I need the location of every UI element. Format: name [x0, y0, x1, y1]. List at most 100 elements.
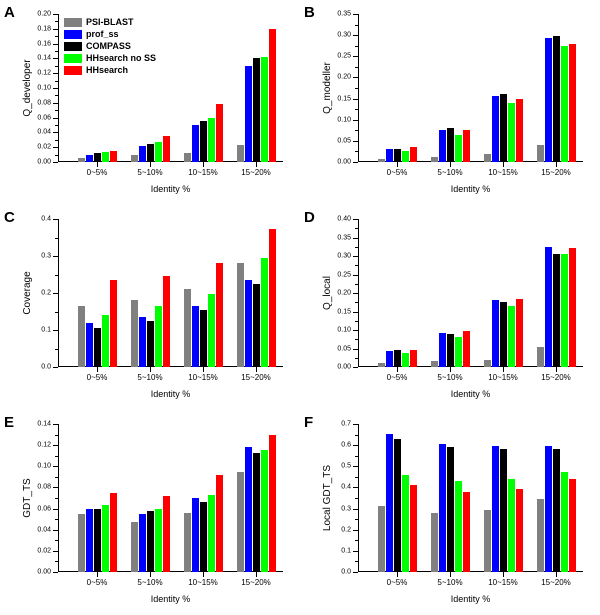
x-axis-label: Identity %: [451, 184, 491, 194]
bar: [155, 142, 162, 162]
bar: [545, 446, 552, 572]
bar: [102, 505, 109, 572]
y-tick: [53, 219, 58, 220]
bar: [439, 333, 446, 367]
legend: PSI-BLASTprof_ssCOMPASSHHsearch no SSHHs…: [64, 16, 156, 76]
x-axis-label: Identity %: [151, 184, 191, 194]
x-tick-label: 5~10%: [137, 168, 162, 177]
y-tick: [353, 77, 358, 78]
y-minor-tick: [355, 25, 358, 26]
bar: [516, 489, 523, 573]
bar: [102, 152, 109, 162]
bar: [147, 511, 154, 572]
panel-f: F0.00.10.20.30.40.50.60.70~5%5~10%10~15%…: [300, 410, 600, 615]
y-minor-tick: [355, 321, 358, 322]
y-tick: [53, 445, 58, 446]
panel-label: C: [4, 209, 15, 226]
y-tick-label: 0.15: [337, 95, 351, 102]
y-tick-label: 0.15: [337, 308, 351, 315]
y-minor-tick: [55, 312, 58, 313]
bar: [208, 294, 215, 367]
y-minor-tick: [55, 519, 58, 520]
y-minor-tick: [55, 51, 58, 52]
y-minor-tick: [355, 67, 358, 68]
bar: [216, 104, 223, 162]
bar: [394, 439, 401, 572]
bar: [192, 498, 199, 572]
bar: [431, 513, 438, 572]
y-axis: [358, 424, 359, 572]
x-tick: [556, 162, 557, 167]
bar: [78, 158, 85, 162]
y-tick-label: 0.7: [341, 421, 351, 428]
bar: [561, 46, 568, 162]
y-minor-tick: [55, 21, 58, 22]
y-minor-tick: [55, 238, 58, 239]
bar: [253, 284, 260, 367]
bar: [516, 99, 523, 162]
y-tick: [53, 256, 58, 257]
y-tick: [53, 487, 58, 488]
panel-b: B0.000.050.100.150.200.250.300.350~5%5~1…: [300, 0, 600, 205]
y-minor-tick: [55, 561, 58, 562]
bar: [237, 145, 244, 162]
plot-area: 0.000.050.100.150.200.250.300.350.400~5%…: [358, 219, 583, 367]
bar: [447, 128, 454, 162]
bar: [553, 254, 560, 367]
y-tick: [353, 367, 358, 368]
x-tick: [97, 572, 98, 577]
y-tick-label: 0.00: [37, 159, 51, 166]
x-tick: [150, 162, 151, 167]
bar: [508, 103, 515, 162]
bar: [200, 502, 207, 572]
x-tick: [150, 572, 151, 577]
y-tick: [353, 35, 358, 36]
bar: [492, 446, 499, 572]
panel-label: A: [4, 4, 15, 21]
y-tick-label: 0.04: [37, 526, 51, 533]
y-tick: [353, 14, 358, 15]
y-tick-label: 0.20: [37, 11, 51, 18]
x-tick: [556, 367, 557, 372]
y-tick: [53, 29, 58, 30]
bar: [86, 155, 93, 162]
bar: [431, 157, 438, 162]
x-tick-label: 15~20%: [241, 578, 271, 587]
bar: [561, 472, 568, 572]
y-tick: [53, 14, 58, 15]
bar: [545, 247, 552, 367]
bar: [402, 475, 409, 572]
bar: [261, 258, 268, 367]
y-tick-label: 0.2: [41, 290, 51, 297]
y-tick: [353, 275, 358, 276]
y-tick: [353, 572, 358, 573]
bar: [94, 509, 101, 572]
bar: [253, 453, 260, 572]
bar: [200, 121, 207, 162]
x-tick-label: 5~10%: [437, 578, 462, 587]
y-tick: [353, 256, 358, 257]
y-minor-tick: [55, 349, 58, 350]
y-tick-label: 0.20: [337, 74, 351, 81]
y-tick: [53, 118, 58, 119]
y-tick-label: 0.3: [341, 505, 351, 512]
y-tick-label: 0.18: [37, 25, 51, 32]
y-tick-label: 0.10: [37, 463, 51, 470]
bar: [516, 299, 523, 367]
bar: [139, 146, 146, 162]
bar: [508, 479, 515, 572]
y-tick: [353, 162, 358, 163]
y-tick: [353, 424, 358, 425]
y-minor-tick: [55, 110, 58, 111]
y-minor-tick: [355, 247, 358, 248]
y-axis: [58, 14, 59, 162]
bar: [269, 29, 276, 162]
x-tick-label: 15~20%: [541, 168, 571, 177]
plot-area: 0.00.10.20.30.40~5%5~10%10~15%15~20%: [58, 219, 283, 367]
bar: [447, 334, 454, 367]
bar: [86, 509, 93, 572]
y-tick-label: 0.25: [337, 271, 351, 278]
bar: [455, 337, 462, 367]
y-tick: [353, 219, 358, 220]
bar: [492, 96, 499, 162]
